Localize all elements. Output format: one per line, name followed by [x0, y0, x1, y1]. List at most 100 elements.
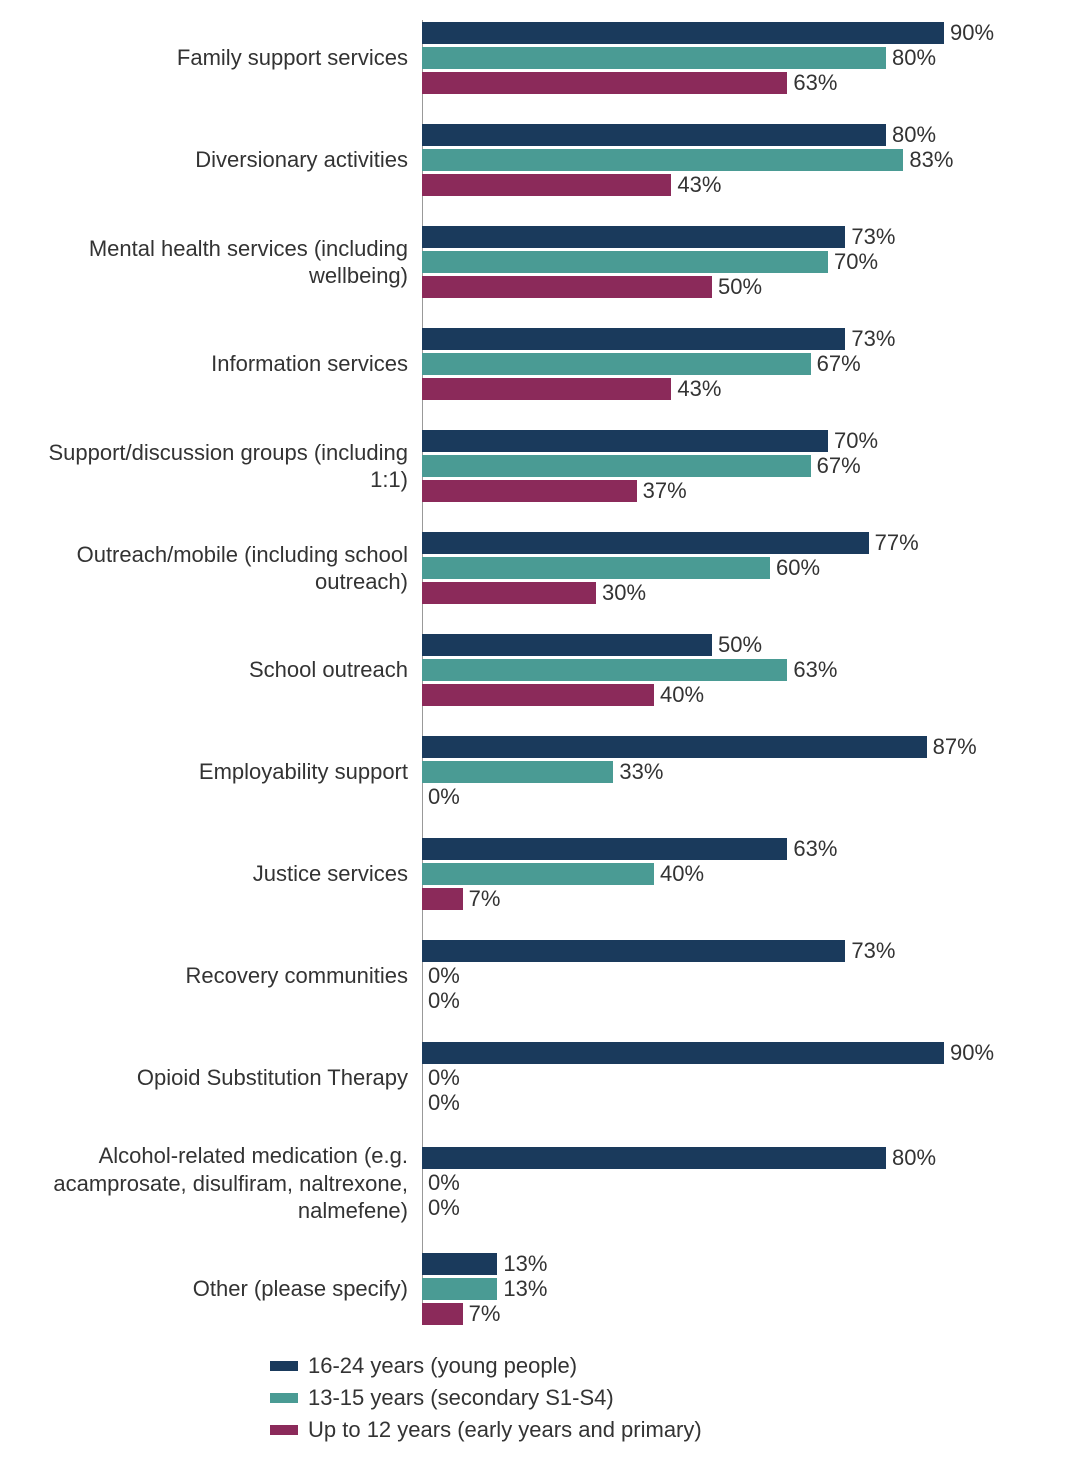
bar	[422, 532, 869, 554]
bar-row: 87%	[422, 735, 1060, 759]
bar-row: 67%	[422, 454, 1060, 478]
bar-row: 0%	[422, 989, 1060, 1013]
bars-column: 87%33%0%	[420, 734, 1060, 810]
bar	[422, 276, 712, 298]
legend-item: 16-24 years (young people)	[270, 1353, 1060, 1379]
bar-value-label: 50%	[718, 632, 762, 658]
bars-column: 73%67% 43%	[420, 326, 1060, 402]
bar	[422, 72, 787, 94]
bar	[422, 1253, 497, 1275]
bar	[422, 1303, 463, 1325]
category-group: Employability support87%33%0%	[30, 734, 1060, 810]
bar-value-label: 43%	[677, 376, 721, 402]
bar	[422, 430, 828, 452]
bar-row: 40%	[422, 683, 1060, 707]
bar	[422, 1042, 944, 1064]
bar-value-label: 70%	[834, 249, 878, 275]
bar	[422, 557, 770, 579]
bars-column: 13%13%7%	[420, 1251, 1060, 1327]
bar-value-label: 60%	[776, 555, 820, 581]
bar-row: 0%	[422, 1196, 1060, 1220]
bar-value-label: 43%	[677, 172, 721, 198]
bar-value-label: 63%	[793, 836, 837, 862]
bar	[422, 226, 845, 248]
bar-row: 0%	[422, 964, 1060, 988]
bar-row: 50%	[422, 633, 1060, 657]
bar-value-label: 7%	[469, 1301, 501, 1327]
bar-value-label: 0%	[428, 1090, 460, 1116]
bar-value-label: 67%	[817, 453, 861, 479]
bar-value-label: 63%	[793, 70, 837, 96]
legend-swatch	[270, 1361, 298, 1371]
category-group: Diversionary activities 80%83% 43%	[30, 122, 1060, 198]
bar-row: 7%	[422, 1302, 1060, 1326]
category-group: Information services73%67%43%	[30, 326, 1060, 402]
category-label: Family support services	[30, 44, 420, 72]
bar	[422, 1278, 497, 1300]
category-label: Diversionary activities	[30, 146, 420, 174]
bar-value-label: 73%	[851, 938, 895, 964]
bar-row: 90%	[422, 21, 1060, 45]
bar-value-label: 63%	[793, 657, 837, 683]
bar	[422, 684, 654, 706]
bar	[422, 888, 463, 910]
bar-value-label: 80%	[892, 122, 936, 148]
category-label: School outreach	[30, 656, 420, 684]
category-group: Outreach/mobile (including school outrea…	[30, 530, 1060, 606]
bar-value-label: 80%	[892, 1145, 936, 1171]
legend-swatch	[270, 1393, 298, 1403]
category-label: Recovery communities	[30, 962, 420, 990]
bar-row: 63%	[422, 658, 1060, 682]
legend-label: 16-24 years (young people)	[308, 1353, 577, 1379]
category-group: Mental health services (including wellbe…	[30, 224, 1060, 300]
bar-row: 43%	[422, 377, 1060, 401]
bar-value-label: 73%	[851, 326, 895, 352]
bars-column: 80%0%0%	[420, 1145, 1060, 1221]
bar	[422, 455, 811, 477]
category-group: Other (please specify)13%13%7%	[30, 1251, 1060, 1327]
bar-value-label: 0%	[428, 963, 460, 989]
categories-container: Family support services90%80%63%Diversio…	[30, 20, 1060, 1327]
bar	[422, 659, 787, 681]
category-group: Justice services63%40%7%	[30, 836, 1060, 912]
category-label: Outreach/mobile (including school outrea…	[30, 541, 420, 596]
bar-row: 90%	[422, 1041, 1060, 1065]
bar-value-label: 80%	[892, 45, 936, 71]
bar-value-label: 50%	[718, 274, 762, 300]
bar	[422, 582, 596, 604]
bar-value-label: 83%	[909, 147, 953, 173]
bars-column: 77%60%30%	[420, 530, 1060, 606]
bar-row: 80%	[422, 123, 1060, 147]
bar-row: 63%	[422, 71, 1060, 95]
bar-row: 0%	[422, 785, 1060, 809]
category-label: Mental health services (including wellbe…	[30, 235, 420, 290]
bar-row: 70%	[422, 429, 1060, 453]
category-label: Other (please specify)	[30, 1275, 420, 1303]
bar-value-label: 0%	[428, 1195, 460, 1221]
grouped-bar-chart: Family support services90%80%63%Diversio…	[30, 20, 1060, 1443]
bar	[422, 761, 613, 783]
bar-value-label: 0%	[428, 784, 460, 810]
bar-row: 43%	[422, 173, 1060, 197]
bar-row: 73%	[422, 327, 1060, 351]
bar-row: 37%	[422, 479, 1060, 503]
legend-swatch	[270, 1425, 298, 1435]
bar	[422, 736, 927, 758]
bar	[422, 328, 845, 350]
bar-value-label: 7%	[469, 886, 501, 912]
bar-row: 0%	[422, 1066, 1060, 1090]
category-label: Opioid Substitution Therapy	[30, 1064, 420, 1092]
bar-row: 13%	[422, 1277, 1060, 1301]
bars-column: 63%40%7%	[420, 836, 1060, 912]
bar-value-label: 67%	[817, 351, 861, 377]
category-group: Alcohol-related medication (e.g. acampro…	[30, 1142, 1060, 1225]
category-group: Opioid Substitution Therapy90%0%0%	[30, 1040, 1060, 1116]
legend: 16-24 years (young people) 13-15 years (s…	[270, 1353, 1060, 1443]
bar-value-label: 0%	[428, 988, 460, 1014]
legend-item: 13-15 years (secondary S1-S4)	[270, 1385, 1060, 1411]
bar-value-label: 0%	[428, 1065, 460, 1091]
bars-column: 80%83% 43%	[420, 122, 1060, 198]
bar-value-label: 87%	[933, 734, 977, 760]
bar-value-label: 13%	[503, 1251, 547, 1277]
bars-column: 90%80% 63%	[420, 20, 1060, 96]
